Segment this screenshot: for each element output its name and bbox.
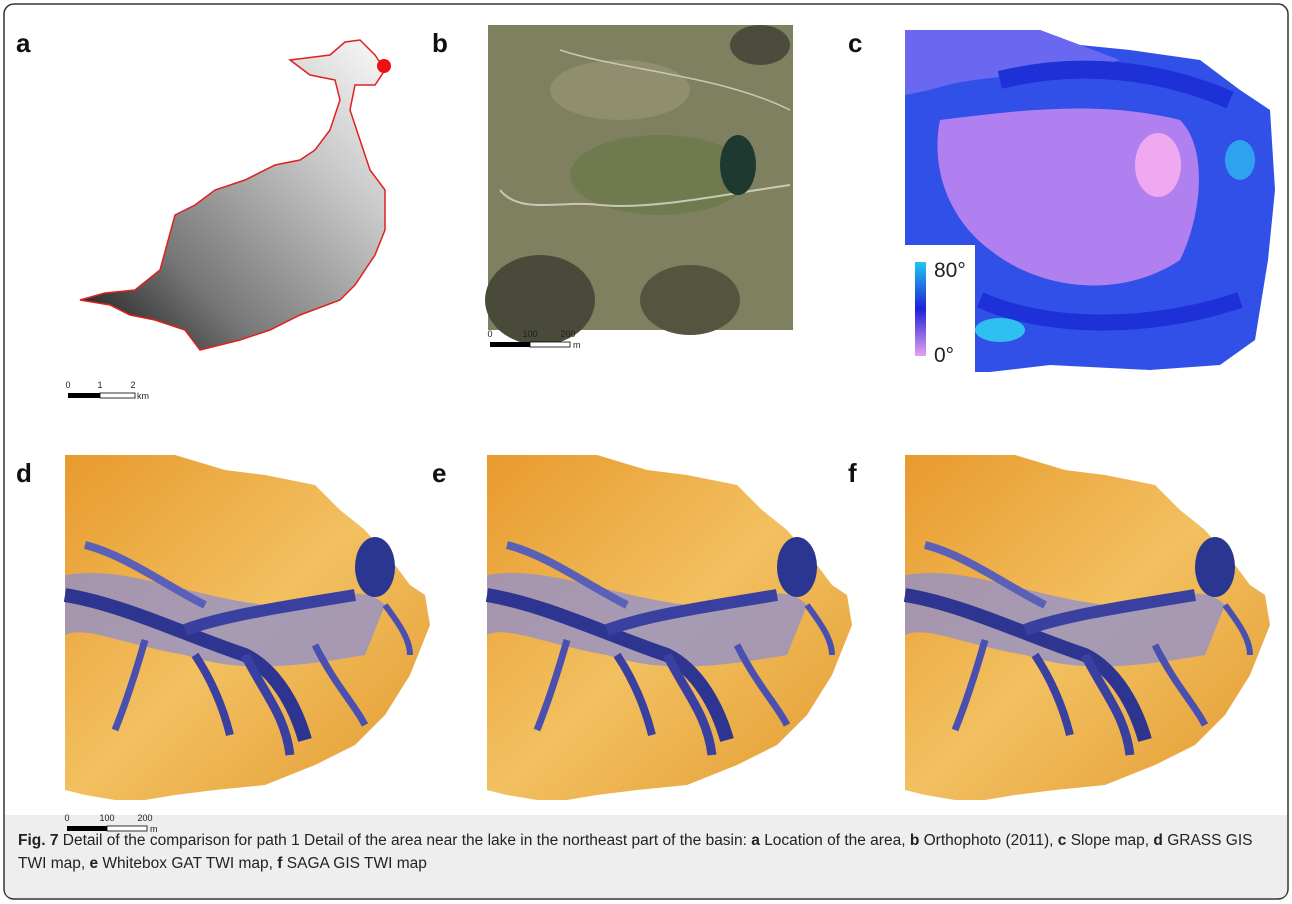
map-detail bbox=[550, 60, 690, 120]
scale-label: 200 bbox=[560, 329, 575, 339]
scale-label: 200 bbox=[137, 813, 152, 823]
panel-label: c bbox=[848, 28, 862, 58]
caption-item: Slope map, bbox=[1071, 832, 1149, 849]
caption-key: d bbox=[1153, 832, 1162, 849]
panel-label: d bbox=[16, 458, 32, 488]
orthophoto bbox=[485, 25, 793, 345]
scale-bar bbox=[490, 342, 530, 347]
location-dot bbox=[377, 59, 391, 73]
panel-label: e bbox=[432, 458, 446, 488]
caption-item: SAGA GIS TWI map bbox=[287, 855, 427, 872]
scale-label: 100 bbox=[522, 329, 537, 339]
legend-label: 0° bbox=[934, 344, 954, 367]
caption-item: Orthophoto (2011), bbox=[924, 832, 1054, 849]
scale-label: 1 bbox=[97, 380, 102, 390]
scale-label: 0 bbox=[487, 329, 492, 339]
caption-key: b bbox=[910, 832, 919, 849]
map-detail bbox=[1135, 133, 1181, 197]
scale-label: 2 bbox=[130, 380, 135, 390]
caption-key: e bbox=[89, 855, 98, 872]
scale-label: 0 bbox=[65, 380, 70, 390]
scale-unit: km bbox=[137, 391, 149, 401]
caption-item: Location of the area, bbox=[764, 832, 905, 849]
legend-colorbar bbox=[915, 262, 926, 356]
panel-label: b bbox=[432, 28, 448, 58]
map-detail bbox=[485, 255, 595, 345]
page: {"panels": [ {"label": "a", "scale_bar":… bbox=[0, 0, 1292, 904]
map-detail bbox=[640, 265, 740, 335]
scale-label: 100 bbox=[99, 813, 114, 823]
panel-label: f bbox=[848, 458, 857, 488]
legend-label: 80° bbox=[934, 259, 966, 282]
scale-bar bbox=[68, 393, 100, 398]
caption-key: a bbox=[751, 832, 760, 849]
figure: a 0 1 2 km b 0 100 200 m c 80° 0° d bbox=[0, 0, 1292, 904]
caption: Fig. 7 Detail of the comparison for path… bbox=[18, 829, 1268, 875]
map-detail bbox=[1225, 140, 1255, 180]
caption-label: Fig. 7 bbox=[18, 832, 58, 849]
scale-bar bbox=[100, 393, 135, 398]
caption-key: c bbox=[1058, 832, 1067, 849]
scale-unit: m bbox=[573, 340, 581, 350]
map-detail bbox=[975, 318, 1025, 342]
map-detail bbox=[720, 135, 756, 195]
caption-item: Whitebox GAT TWI map, bbox=[102, 855, 273, 872]
caption-text: Detail of the comparison for path 1 Deta… bbox=[63, 832, 747, 849]
caption-key: f bbox=[277, 855, 282, 872]
scale-label: 0 bbox=[64, 813, 69, 823]
map-detail bbox=[730, 25, 790, 65]
panel-label: a bbox=[16, 28, 31, 58]
scale-bar bbox=[530, 342, 570, 347]
